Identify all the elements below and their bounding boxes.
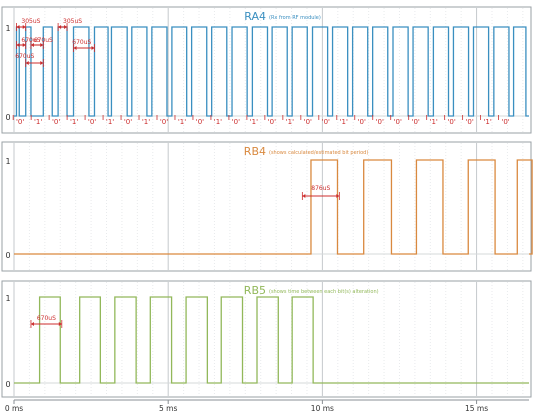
x-tick-label: 0 ms	[5, 404, 23, 413]
bit-label: '0'	[358, 118, 366, 126]
bit-label: '0'	[124, 118, 132, 126]
bit-label: '0'	[52, 118, 60, 126]
ra4-measure-3-label: 670uS	[21, 37, 40, 44]
bit-label: '0'	[465, 118, 473, 126]
rb4-waveform	[14, 159, 533, 255]
bit-label: '0'	[412, 118, 420, 126]
bit-label: '0'	[232, 118, 240, 126]
bit-label: '1'	[430, 118, 438, 126]
bit-label: '0'	[322, 118, 330, 126]
bit-label: '0'	[448, 118, 456, 126]
rb4-measure-arrowhead	[336, 194, 340, 198]
panel-title: RB5	[244, 284, 266, 297]
y-tick-label: 1	[5, 24, 10, 33]
y-tick-label: 0	[5, 251, 10, 260]
bit-label: '1'	[178, 118, 186, 126]
panel-frame	[1, 141, 532, 272]
ra4-measure-2-label: 305uS	[63, 18, 82, 25]
ra4-measure-1-arrowhead	[22, 25, 26, 29]
ra4-measure-5-label: 670uS	[34, 37, 53, 44]
rb5-measure-arrowhead	[58, 322, 62, 326]
bit-label: '0'	[196, 118, 204, 126]
bit-label: '0'	[376, 118, 384, 126]
y-tick-label: 1	[5, 157, 10, 166]
rb5-measure-label: 670uS	[37, 315, 56, 322]
ra4-measure-4-arrowhead	[25, 61, 29, 65]
panel-title: RA4	[244, 10, 266, 23]
panel-subtitle: (shows calculated/estimated bit period)	[269, 150, 368, 156]
rb5-waveform	[14, 296, 529, 384]
ra4-measure-3-arrowhead	[16, 43, 20, 47]
y-tick-label: 1	[5, 294, 10, 303]
bit-label: '0'	[394, 118, 402, 126]
bit-label: '1'	[250, 118, 258, 126]
ra4-measure-2-arrowhead	[64, 25, 68, 29]
bit-label: '1'	[34, 118, 42, 126]
bit-label: '1'	[142, 118, 150, 126]
ra4-measure-1-label: 305uS	[21, 18, 40, 25]
ra4-measure-5-arrowhead	[30, 43, 34, 47]
bit-label: '1'	[483, 118, 491, 126]
bit-label: '0'	[160, 118, 168, 126]
bit-label: '0'	[88, 118, 96, 126]
ra4-measure-6-arrowhead	[91, 46, 95, 50]
panel-subtitle: (Rx from RF module)	[269, 15, 321, 21]
bit-label: '1'	[286, 118, 294, 126]
rb4-measure-label: 876uS	[311, 185, 330, 192]
bit-label: '1'	[214, 118, 222, 126]
x-tick-label: 5 ms	[159, 404, 177, 413]
y-tick-label: 0	[5, 380, 10, 389]
ra4-measure-1-arrowhead	[16, 25, 20, 29]
bit-label: '0'	[16, 118, 24, 126]
ra4-measure-5-arrowhead	[40, 43, 44, 47]
x-tick-label: 10 ms	[311, 404, 334, 413]
ra4-measure-4-arrowhead	[40, 61, 44, 65]
bit-label: '0'	[304, 118, 312, 126]
rb4-measure-arrowhead	[302, 194, 306, 198]
bit-label: '1'	[340, 118, 348, 126]
rb5-measure-arrowhead	[30, 322, 34, 326]
ra4-measure-3-arrowhead	[22, 43, 26, 47]
bit-label: '0'	[268, 118, 276, 126]
ra4-measure-2-arrowhead	[58, 25, 62, 29]
ra4-waveform	[14, 26, 529, 117]
bit-label: '1'	[70, 118, 78, 126]
bit-label: '1'	[106, 118, 114, 126]
panel-subtitle: (shows time between each bit(s) alterati…	[269, 289, 379, 295]
bit-label: '0'	[501, 118, 509, 126]
ra4-measure-6-arrowhead	[73, 46, 77, 50]
ra4-measure-6-label: 670uS	[72, 39, 91, 46]
panel-frame	[1, 6, 532, 134]
panel-frame	[1, 280, 532, 398]
panel-title: RB4	[244, 145, 266, 158]
y-tick-label: 0	[5, 113, 10, 122]
x-tick-label: 15 ms	[465, 404, 488, 413]
ra4-measure-4-label: 670uS	[15, 53, 34, 60]
